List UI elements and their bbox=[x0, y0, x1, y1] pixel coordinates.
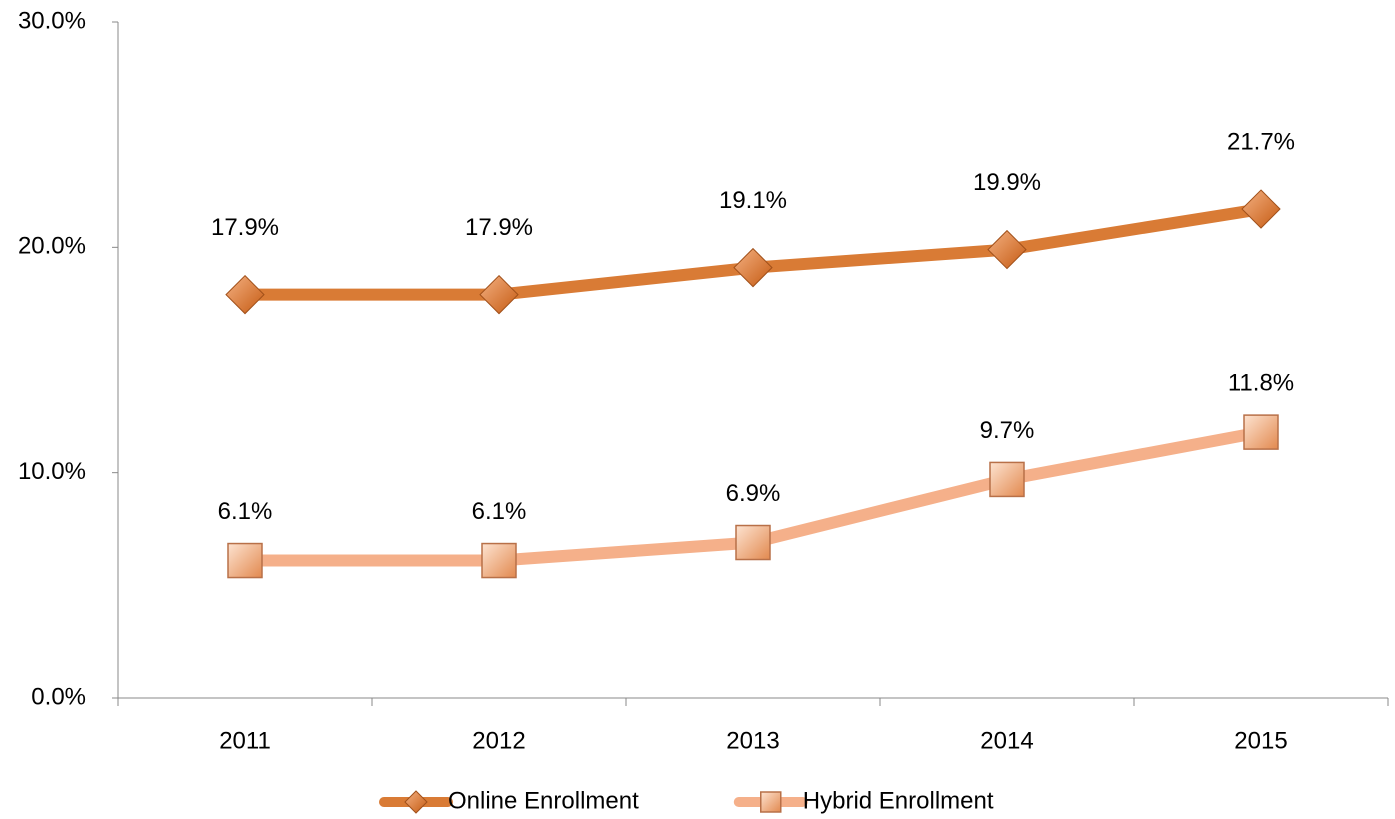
marker bbox=[733, 247, 773, 288]
x-tick-label: 2012 bbox=[472, 727, 525, 754]
y-tick-label: 10.0% bbox=[18, 458, 86, 485]
data-label: 21.7% bbox=[1227, 128, 1295, 155]
data-label: 9.7% bbox=[980, 417, 1035, 444]
legend-label: Online Enrollment bbox=[448, 787, 639, 814]
x-tick-label: 2011 bbox=[219, 727, 271, 754]
legend-marker bbox=[760, 791, 782, 813]
data-label: 17.9% bbox=[211, 214, 279, 241]
y-tick-label: 0.0% bbox=[31, 683, 86, 710]
marker bbox=[1243, 414, 1279, 450]
marker bbox=[989, 461, 1025, 498]
data-label: 11.8% bbox=[1228, 369, 1294, 396]
legend-marker bbox=[404, 790, 428, 814]
marker bbox=[987, 229, 1027, 270]
marker bbox=[481, 542, 517, 579]
x-tick-label: 2014 bbox=[980, 727, 1033, 754]
marker bbox=[479, 274, 519, 315]
x-tick-label: 2015 bbox=[1234, 727, 1287, 754]
y-tick-label: 20.0% bbox=[18, 233, 86, 260]
marker bbox=[227, 542, 263, 579]
data-label: 19.9% bbox=[973, 169, 1041, 196]
y-tick-label: 30.0% bbox=[18, 7, 86, 34]
data-label: 6.1% bbox=[472, 498, 527, 525]
x-tick-label: 2013 bbox=[726, 727, 779, 754]
data-label: 19.1% bbox=[719, 187, 787, 214]
legend-label: Hybrid Enrollment bbox=[803, 787, 994, 814]
marker bbox=[225, 274, 265, 315]
data-label: 6.1% bbox=[218, 498, 273, 525]
data-label: 6.9% bbox=[726, 480, 781, 507]
data-label: 17.9% bbox=[465, 214, 533, 241]
marker bbox=[1241, 189, 1281, 229]
marker bbox=[735, 524, 771, 561]
